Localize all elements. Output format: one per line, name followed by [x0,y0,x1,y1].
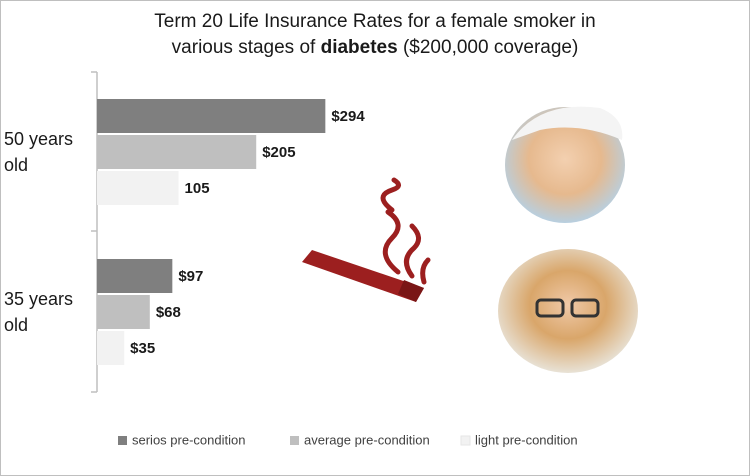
value-label: $68 [156,304,181,321]
value-label: $294 [331,108,365,125]
photo [505,107,625,223]
value-label: 105 [185,180,210,197]
legend-swatch [460,435,471,446]
legend-label: serios pre-condition [132,432,245,447]
bar [97,259,173,293]
chart-title: various stages of diabetes ($200,000 cov… [172,37,579,58]
cigarette-icon [302,177,431,302]
legend-swatch [290,436,299,445]
photo-glasses [535,298,565,318]
bar [97,295,150,329]
chart-title: Term 20 Life Insurance Rates for a femal… [154,11,595,32]
bar [97,135,257,169]
title-part: diabetes [321,37,398,58]
photo [498,249,638,373]
legend-label: average pre-condition [304,432,430,447]
legend-label: light pre-condition [475,432,578,447]
category-label: 50 years old [4,129,74,175]
bar [97,331,125,365]
photo-glasses [570,298,600,318]
value-label: $35 [130,340,155,357]
value-label: $97 [178,268,203,285]
photo-hat [512,106,623,140]
category-label: 35 years old [4,289,74,335]
title-part: various stages of [172,37,316,58]
bar [97,99,326,133]
title-part: ($200,000 coverage) [403,37,578,58]
legend-swatch [118,436,127,445]
value-label: $205 [262,144,295,161]
bar [97,171,179,205]
